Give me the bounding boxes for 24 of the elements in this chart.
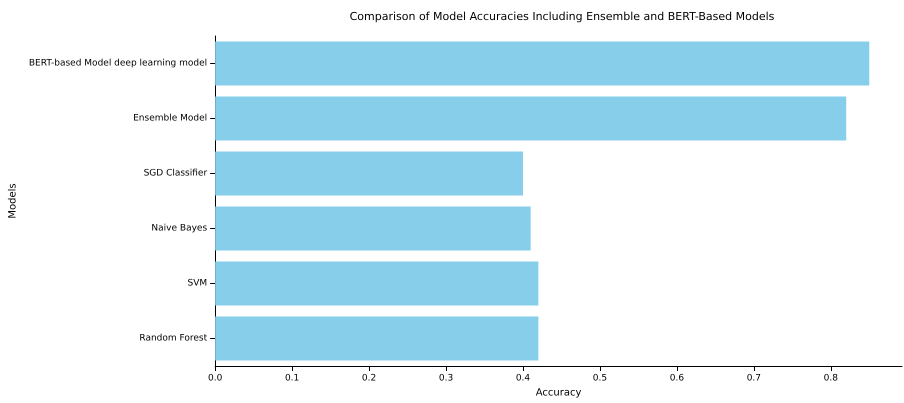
x-tick-label: 0.3 — [438, 374, 454, 384]
x-tick-label: 0.2 — [362, 374, 376, 384]
bar — [215, 96, 846, 140]
y-tick-label: SVM — [188, 278, 208, 288]
y-tick-label: SGD Classifier — [144, 168, 208, 178]
x-tick-label: 0.5 — [592, 374, 608, 384]
x-tick-label: 0.7 — [746, 374, 762, 384]
bar — [215, 206, 531, 250]
y-tick-label: Naive Bayes — [151, 224, 208, 234]
x-tick-label: 0.4 — [516, 374, 530, 384]
x-tick-label: 0.8 — [824, 374, 838, 384]
bar — [215, 316, 538, 360]
y-axis-title: Models — [8, 183, 18, 219]
y-tick-label: Ensemble Model — [133, 114, 208, 124]
x-axis-title: Accuracy — [536, 388, 582, 398]
bar — [215, 42, 870, 86]
x-tick-label: 0.1 — [284, 374, 300, 384]
y-tick-label: BERT-based Model deep learning model — [28, 58, 208, 68]
bar — [215, 152, 523, 196]
y-tick-label: Random Forest — [139, 334, 208, 344]
bar — [215, 262, 538, 306]
chart-title: Comparison of Model Accuracies Including Ensemble and BERT-Based Models — [350, 10, 775, 23]
x-tick-label: 0.0 — [208, 374, 223, 384]
x-tick-label: 0.6 — [670, 374, 684, 384]
